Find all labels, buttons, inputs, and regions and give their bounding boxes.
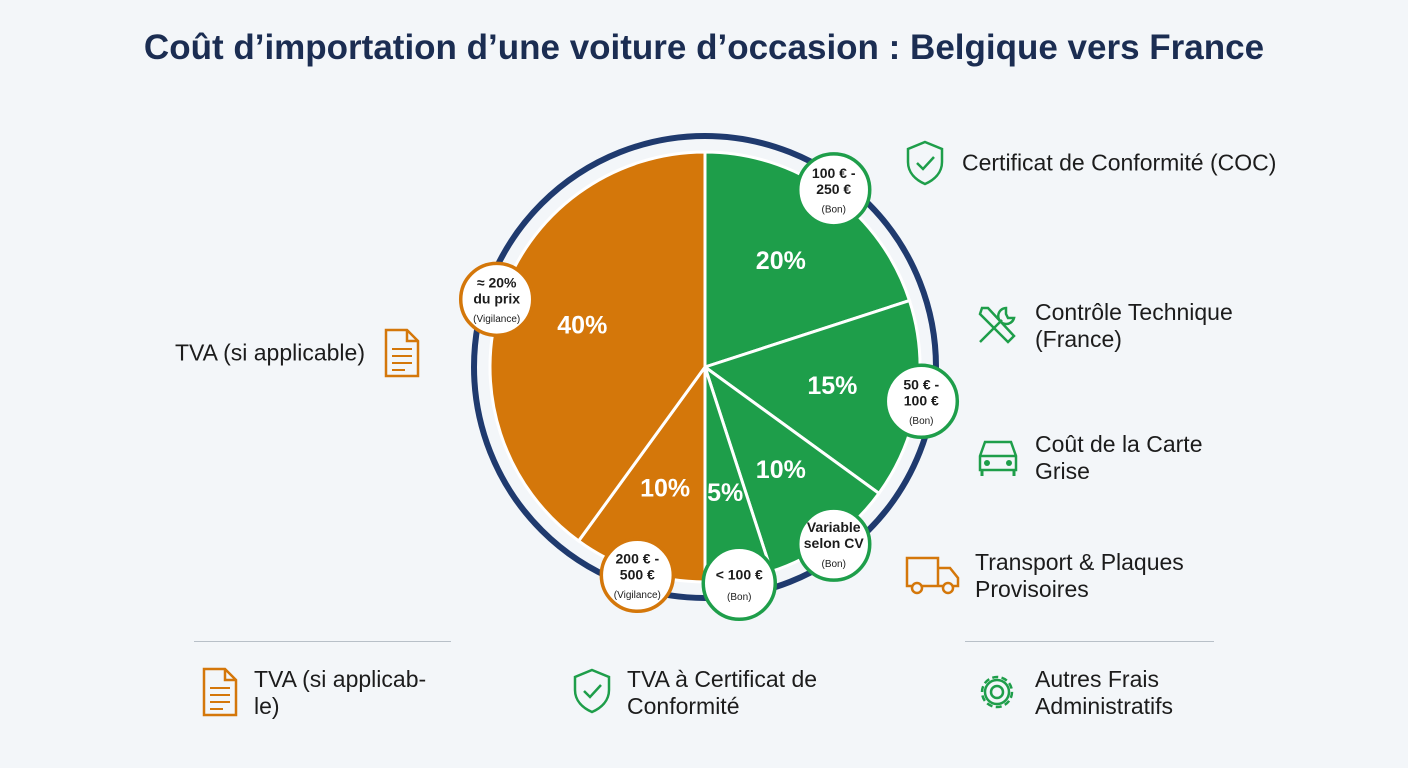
badge-circle [883,363,960,440]
badge-circle [458,261,535,338]
divider [965,641,1214,642]
price-badge: 100 € -250 € (Bon) [795,152,872,228]
truck-icon [905,556,960,595]
footer-label: Autres Frais Administratifs [1035,666,1174,719]
price-badge: Variable selon CV (Bon) [795,506,872,582]
badge-text: < 100 € [716,566,763,582]
car-icon [978,440,1018,476]
shield-icon [906,140,944,186]
price-badge: 200 € -500 € (Vigilance) [599,537,676,614]
badge-note: (Vigilance) [614,590,661,601]
footer-label: TVA à Certificat de Conformité [627,666,818,719]
legend-label: Coût de la Carte Grise [1035,431,1203,484]
document-icon [202,667,238,717]
badge-circle [599,537,676,614]
legend-label: Contrôle Technique (France) [1035,299,1233,352]
badge-circle [701,545,778,622]
gear-icon [980,675,1014,709]
price-badge: < 100 € (Bon) [701,545,778,622]
document-icon [384,328,420,378]
slice-label: 40% [557,312,607,340]
shield-icon [573,668,611,714]
badge-text: Variable selon CV [804,519,865,551]
slice-label: 5% [707,479,743,507]
badge-circle [795,506,872,582]
price-badge: ≈ 20% du prix (Vigilance) [458,261,535,338]
badge-text: ≈ 20% du prix [473,274,520,306]
chart-title: Coût d’importation d’une voiture d’occas… [143,28,1265,67]
badge-text: 50 € -100 € [903,376,939,408]
slice-label: 20% [756,247,806,275]
badge-note: (Bon) [821,204,845,215]
legend-label: TVA (si applicable) [174,339,365,366]
legend-label: Transport & Plaques Provisoires [975,549,1184,602]
badge-text: 200 € -500 € [616,550,660,582]
slice-label: 10% [756,456,806,484]
divider [194,641,451,642]
footer-label: TVA (si applicab- le) [254,666,427,719]
badge-text: 100 € -250 € [812,165,856,197]
legend-label: Certificat de Conformité (COC) [962,149,1277,176]
slice-label: 15% [807,372,857,400]
badge-note: (Vigilance) [473,314,520,325]
badge-note: (Bon) [909,416,933,427]
badge-circle [795,152,872,228]
slice-label: 10% [640,474,690,502]
price-badge: 50 € -100 € (Bon) [883,363,960,440]
badge-note: (Bon) [727,592,751,603]
badge-note: (Bon) [821,559,845,570]
tools-icon [978,306,1016,344]
